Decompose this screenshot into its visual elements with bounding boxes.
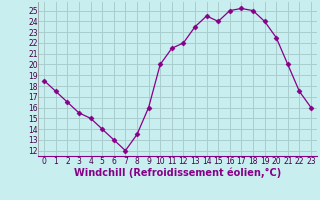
X-axis label: Windchill (Refroidissement éolien,°C): Windchill (Refroidissement éolien,°C) xyxy=(74,167,281,178)
